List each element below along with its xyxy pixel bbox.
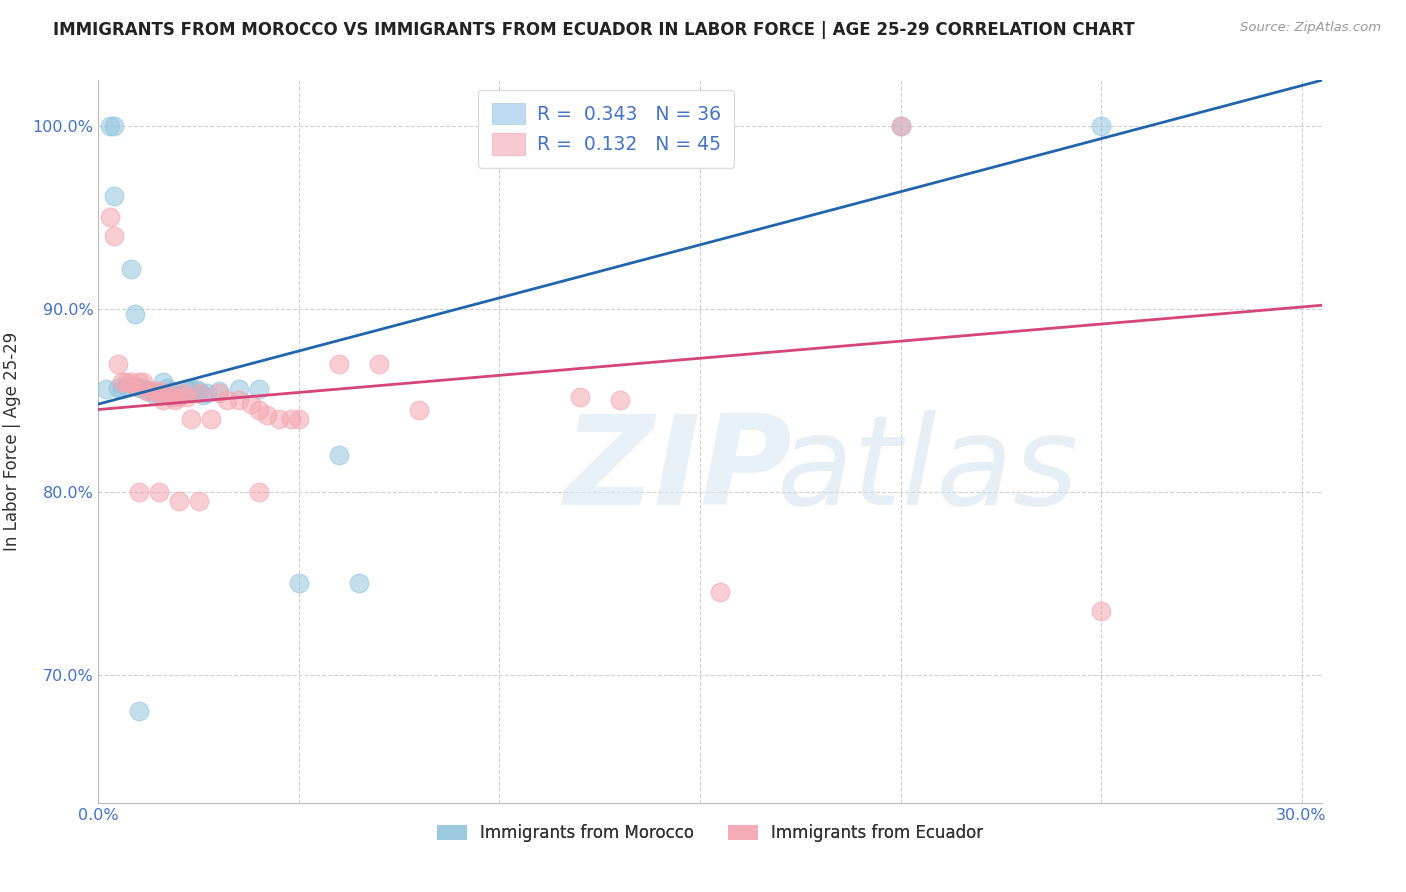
Point	[135, 384, 157, 399]
Point	[100, 211, 122, 225]
Point	[195, 386, 218, 401]
Point	[120, 261, 142, 276]
Point	[172, 386, 194, 401]
Point	[180, 383, 202, 397]
Point	[256, 408, 278, 422]
Point	[247, 484, 270, 499]
Point	[143, 388, 166, 402]
Point	[124, 378, 146, 392]
Point	[1090, 119, 1112, 133]
Point	[155, 386, 177, 401]
Point	[176, 390, 198, 404]
Text: atlas: atlas	[778, 410, 1080, 531]
Point	[152, 393, 174, 408]
Point	[107, 357, 129, 371]
Legend: Immigrants from Morocco, Immigrants from Ecuador: Immigrants from Morocco, Immigrants from…	[430, 817, 990, 848]
Point	[328, 357, 350, 371]
Point	[368, 357, 391, 371]
Point	[128, 375, 150, 389]
Point	[191, 388, 214, 402]
Point	[96, 383, 118, 397]
Point	[187, 494, 209, 508]
Point	[103, 228, 125, 243]
Point	[228, 383, 250, 397]
Point	[103, 119, 125, 133]
Text: IMMIGRANTS FROM MOROCCO VS IMMIGRANTS FROM ECUADOR IN LABOR FORCE | AGE 25-29 CO: IMMIGRANTS FROM MOROCCO VS IMMIGRANTS FR…	[53, 21, 1135, 39]
Point	[328, 448, 350, 462]
Point	[288, 411, 311, 425]
Point	[408, 402, 430, 417]
Point	[111, 375, 134, 389]
Point	[167, 388, 190, 402]
Point	[131, 375, 153, 389]
Point	[115, 375, 138, 389]
Point	[280, 411, 302, 425]
Point	[124, 307, 146, 321]
Point	[111, 383, 134, 397]
Point	[215, 393, 238, 408]
Point	[347, 576, 370, 591]
Text: Source: ZipAtlas.com: Source: ZipAtlas.com	[1240, 21, 1381, 35]
Point	[208, 386, 231, 401]
Point	[128, 381, 150, 395]
Point	[172, 386, 194, 401]
Point	[228, 393, 250, 408]
Point	[107, 381, 129, 395]
Point	[1090, 604, 1112, 618]
Point	[709, 585, 731, 599]
Point	[148, 484, 170, 499]
Point	[115, 378, 138, 392]
Point	[609, 393, 631, 408]
Point	[139, 384, 162, 399]
Point	[155, 381, 177, 395]
Point	[159, 384, 181, 399]
Point	[176, 383, 198, 397]
Point	[128, 704, 150, 718]
Point	[163, 386, 186, 401]
Point	[120, 375, 142, 389]
Y-axis label: In Labor Force | Age 25-29: In Labor Force | Age 25-29	[3, 332, 21, 551]
Point	[889, 119, 911, 133]
Point	[183, 383, 205, 397]
Point	[200, 411, 222, 425]
Point	[889, 119, 911, 133]
Point	[167, 494, 190, 508]
Point	[247, 383, 270, 397]
Point	[143, 384, 166, 399]
Point	[187, 386, 209, 401]
Point	[187, 384, 209, 399]
Point	[148, 384, 170, 399]
Point	[180, 411, 202, 425]
Point	[128, 484, 150, 499]
Point	[208, 384, 231, 399]
Point	[152, 375, 174, 389]
Point	[288, 576, 311, 591]
Point	[103, 188, 125, 202]
Point	[568, 390, 591, 404]
Point	[100, 119, 122, 133]
Point	[159, 390, 181, 404]
Point	[267, 411, 290, 425]
Point	[148, 386, 170, 401]
Point	[167, 390, 190, 404]
Text: ZIP: ZIP	[564, 410, 792, 531]
Point	[163, 393, 186, 408]
Point	[135, 384, 157, 399]
Point	[239, 397, 262, 411]
Point	[131, 381, 153, 395]
Point	[247, 402, 270, 417]
Point	[139, 384, 162, 399]
